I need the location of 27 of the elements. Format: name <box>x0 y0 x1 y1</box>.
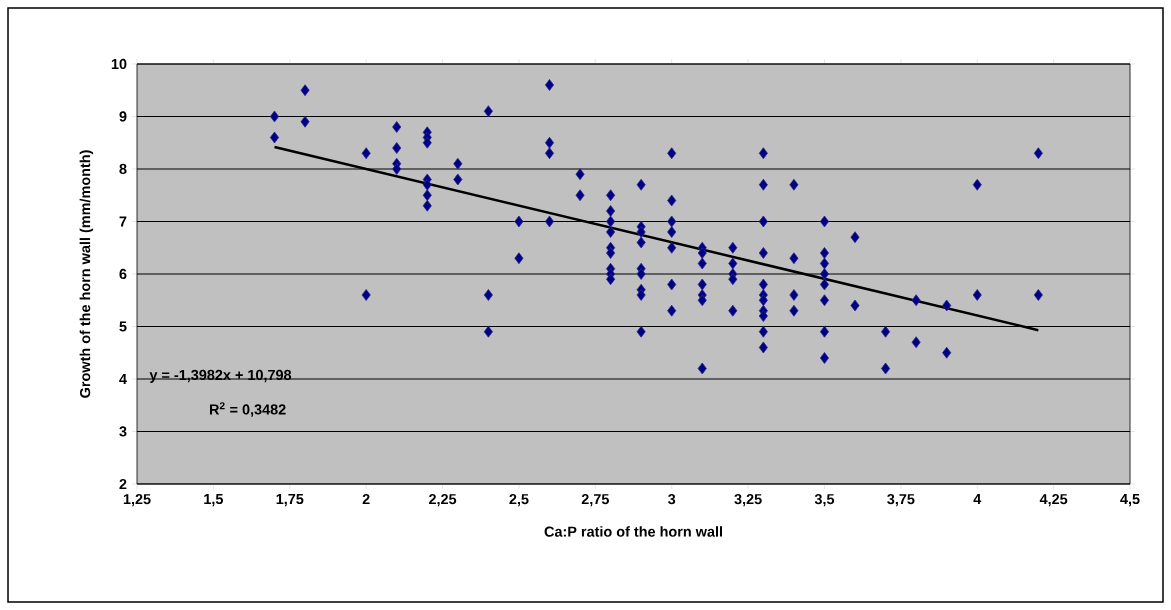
x-tick-label: 4,5 <box>1120 494 1140 507</box>
y-tick-label: 6 <box>119 268 127 280</box>
x-tick-label: 3,75 <box>887 493 915 507</box>
y-tick-label: 7 <box>119 216 127 227</box>
x-tick-label: 1,75 <box>276 494 304 507</box>
y-tick-label: 8 <box>119 163 127 175</box>
x-tick-label: 3 <box>668 493 676 505</box>
x-tick-label: 1,5 <box>204 494 224 507</box>
y-tick-label: 2 <box>119 478 127 490</box>
annotation: y = -1,3982x + 10,798 <box>149 369 292 383</box>
x-tick-label: 2 <box>362 493 370 505</box>
y-tick-label: 5 <box>119 321 127 332</box>
y-axis-title: Growth of the horn wall (mm/month) <box>79 150 94 398</box>
y-tick-label: 10 <box>111 58 127 70</box>
y-tick-label: 3 <box>119 426 127 437</box>
y-tick-label: 4 <box>119 374 127 384</box>
x-tick-label: 4 <box>973 494 982 504</box>
x-tick-label: 2,75 <box>581 493 609 507</box>
annotation: R$^{2}$ = 0,3482 <box>209 402 286 417</box>
y-tick-label: 9 <box>119 111 127 122</box>
x-tick-label: 2,5 <box>509 493 529 507</box>
x-axis-title: Ca:P ratio of the horn wall <box>544 526 722 537</box>
x-tick-label: 2,25 <box>428 493 457 507</box>
x-tick-label: 3,25 <box>734 493 762 507</box>
x-tick-label: 1,25 <box>123 493 151 507</box>
x-tick-label: 3,5 <box>814 493 835 507</box>
x-tick-label: 4,25 <box>1039 493 1068 507</box>
